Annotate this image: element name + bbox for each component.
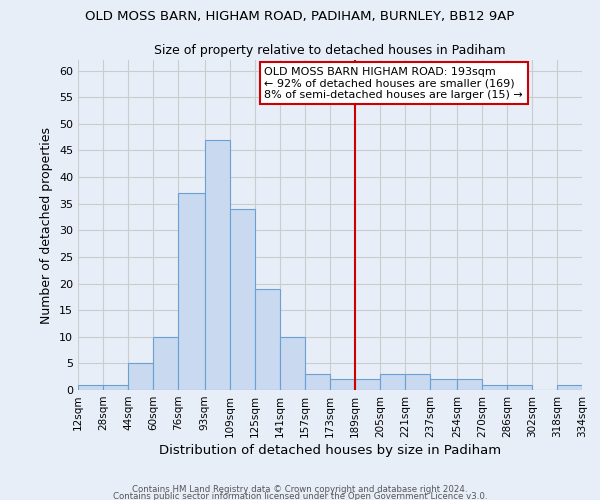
Bar [482,384,507,390]
Bar [230,209,255,390]
Bar [430,380,457,390]
Bar [255,289,280,390]
Bar [128,364,153,390]
Bar [205,140,230,390]
Text: OLD MOSS BARN HIGHAM ROAD: 193sqm
← 92% of detached houses are smaller (169)
8% : OLD MOSS BARN HIGHAM ROAD: 193sqm ← 92% … [265,66,523,100]
Bar [305,374,330,390]
Bar [178,193,205,390]
Bar [507,384,532,390]
Bar [557,384,582,390]
Y-axis label: Number of detached properties: Number of detached properties [40,126,53,324]
Bar [330,380,355,390]
Bar [457,380,482,390]
Bar [103,384,128,390]
Bar [78,384,103,390]
Text: Contains public sector information licensed under the Open Government Licence v3: Contains public sector information licen… [113,492,487,500]
X-axis label: Distribution of detached houses by size in Padiham: Distribution of detached houses by size … [159,444,501,457]
Title: Size of property relative to detached houses in Padiham: Size of property relative to detached ho… [154,44,506,58]
Bar [153,337,178,390]
Bar [355,380,380,390]
Bar [405,374,430,390]
Text: OLD MOSS BARN, HIGHAM ROAD, PADIHAM, BURNLEY, BB12 9AP: OLD MOSS BARN, HIGHAM ROAD, PADIHAM, BUR… [85,10,515,23]
Bar [380,374,405,390]
Bar [280,337,305,390]
Text: Contains HM Land Registry data © Crown copyright and database right 2024.: Contains HM Land Registry data © Crown c… [132,485,468,494]
